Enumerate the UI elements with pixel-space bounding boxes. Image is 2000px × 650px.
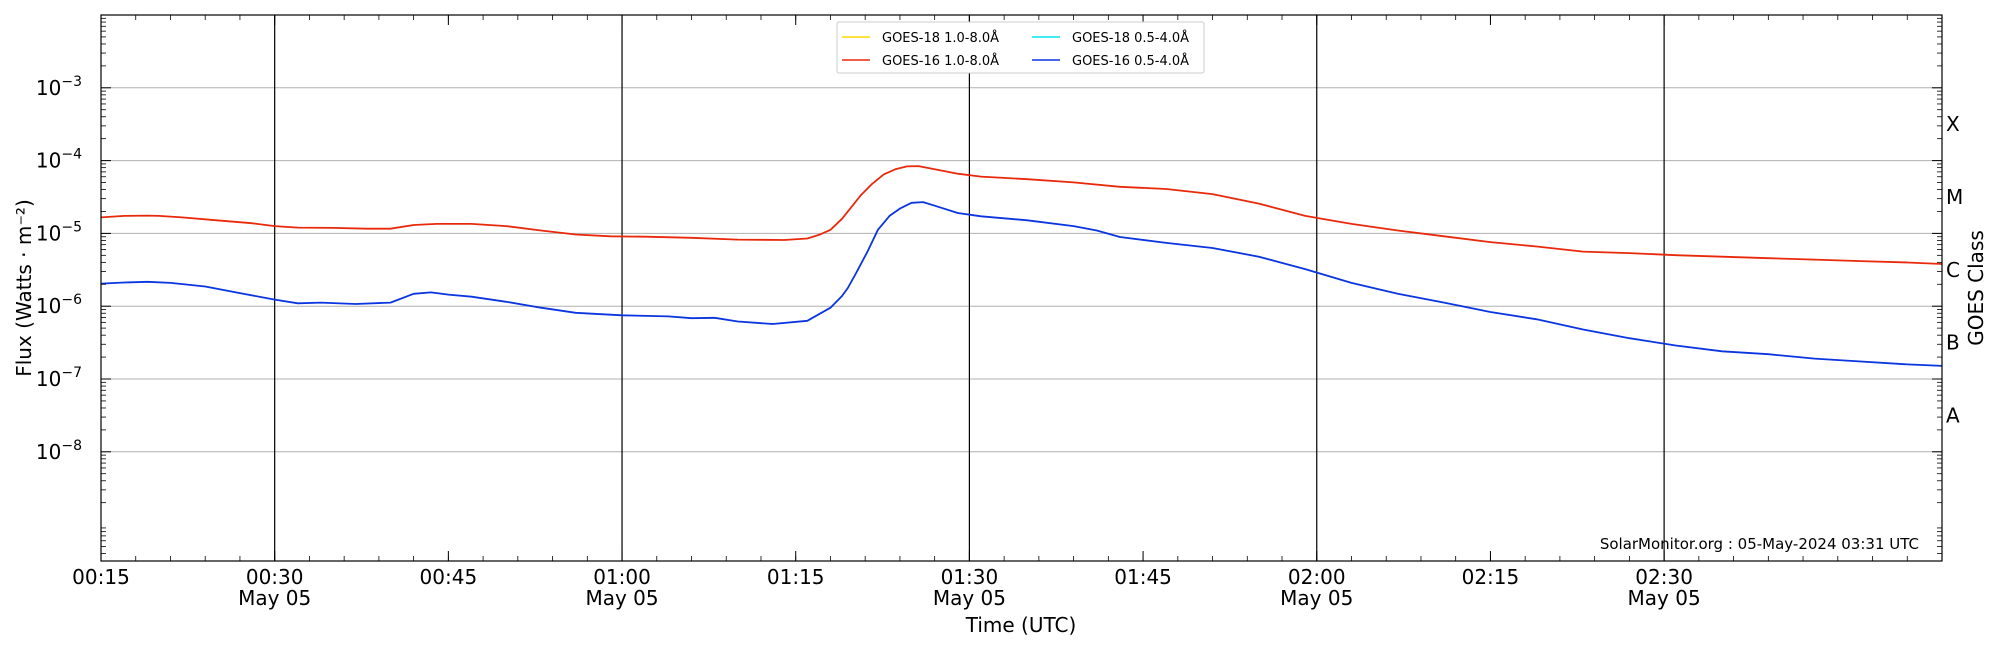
y-tick-label: 10−8 xyxy=(36,438,82,464)
legend-label: GOES-18 0.5-4.0Å xyxy=(1072,30,1189,46)
horizontal-grid xyxy=(101,87,1942,453)
y-tick-label: 10−5 xyxy=(36,219,82,245)
y-tick-label: 10−4 xyxy=(36,147,82,173)
x-axis-label: Time (UTC) xyxy=(965,613,1077,637)
x-tick-label: 02:00 xyxy=(1288,565,1346,589)
x-tick-label: 01:15 xyxy=(767,565,825,589)
x-tick-sublabel: May 05 xyxy=(1280,586,1353,610)
series-line xyxy=(100,165,1943,265)
x-tick-sublabel: May 05 xyxy=(585,586,658,610)
goes-class-label: B xyxy=(1946,331,1960,355)
x-tick-label: 01:00 xyxy=(593,565,651,589)
y-tick-label: 10−6 xyxy=(36,292,82,318)
credit-text: SolarMonitor.org : 05-May-2024 03:31 UTC xyxy=(1600,535,1919,553)
series-line xyxy=(100,201,1943,367)
x-tick-label: 02:30 xyxy=(1635,565,1693,589)
x-tick-sublabel: May 05 xyxy=(933,586,1006,610)
x-tick-sublabel: May 05 xyxy=(1628,586,1701,610)
y-axis-ticks: 10−3 10−4 10−5 10−6 10−7 10−8 xyxy=(36,17,1942,554)
legend-label: GOES-16 0.5-4.0Å xyxy=(1072,53,1189,69)
goes-class-label: M xyxy=(1946,185,1963,209)
x-tick-label: 00:15 xyxy=(72,565,130,589)
y2-axis-label: GOES Class xyxy=(1964,230,1988,346)
x-tick-label: 01:30 xyxy=(941,565,999,589)
goes-class-label: C xyxy=(1946,258,1960,282)
x-tick-label: 00:45 xyxy=(420,565,478,589)
y-tick-label: 10−3 xyxy=(36,74,82,100)
x-tick-label: 01:45 xyxy=(1114,565,1172,589)
y-axis-label: Flux (Watts · m⁻²) xyxy=(12,199,36,377)
goes-class-labels: X M C B A xyxy=(1946,112,1963,427)
x-tick-label: 00:30 xyxy=(246,565,304,589)
plot-frame xyxy=(100,14,1943,562)
x-tick-sublabel: May 05 xyxy=(238,586,311,610)
legend-box xyxy=(836,21,1205,74)
y-tick-label: 10−7 xyxy=(36,365,82,391)
series-group xyxy=(100,165,1943,367)
goes-class-label: A xyxy=(1946,403,1960,427)
legend: GOES-18 1.0-8.0Å GOES-18 0.5-4.0Å GOES-16 … xyxy=(836,21,1205,74)
legend-label: GOES-16 1.0-8.0Å xyxy=(882,53,999,69)
legend-label: GOES-18 1.0-8.0Å xyxy=(882,30,999,46)
day-boundary-lines xyxy=(274,15,1665,561)
x-tick-label: 02:15 xyxy=(1462,565,1520,589)
goes-class-label: X xyxy=(1946,112,1960,136)
